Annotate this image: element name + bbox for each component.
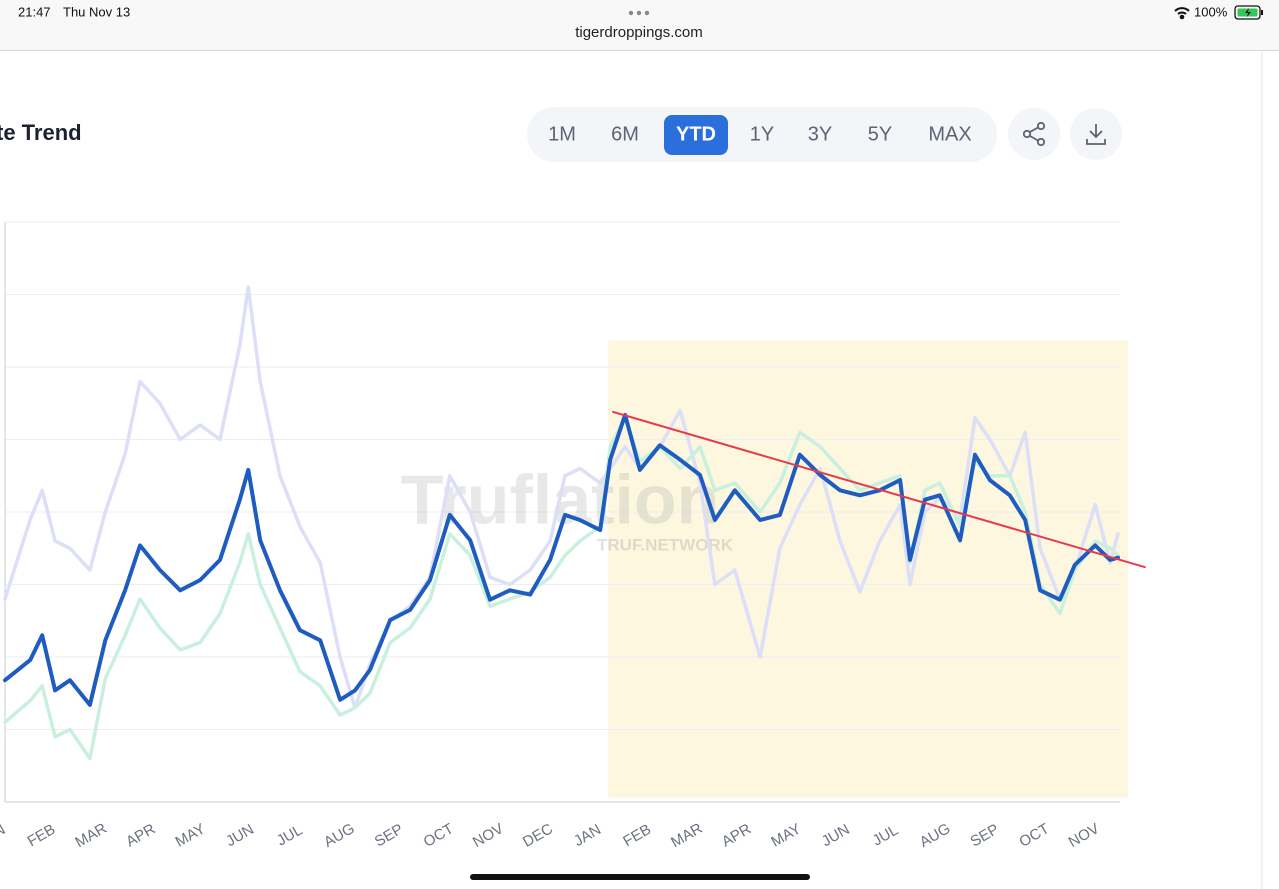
x-tick-label: NOV [470,820,507,851]
range-button[interactable]: 1Y [750,123,774,145]
range-selector [527,107,997,162]
x-tick-label: DEC [520,820,556,851]
share-icon [1022,121,1046,147]
watermark-site: TRUF.NETWORK [597,535,734,554]
series-line [3,416,1120,761]
x-tick-label: MAR [668,820,706,851]
range-button[interactable]: 6M [611,123,639,145]
home-indicator [470,874,810,880]
range-button[interactable]: 5Y [868,123,892,145]
x-tick-label: MAR [72,820,110,851]
range-button[interactable]: MAX [928,123,971,145]
x-tick-label: OCT [421,820,457,851]
date: Thu Nov 13 [63,4,130,19]
x-tick-label: JUL [274,822,306,850]
download-icon [1086,124,1106,145]
series-line [3,412,1120,707]
x-tick-label: NOV [1066,820,1103,851]
battery-level: 100% [1194,4,1228,19]
x-tick-label: FEB [620,821,654,850]
x-tick-label: FEB [25,821,59,850]
wifi-icon [1174,7,1190,20]
trend-line [612,410,1146,569]
url[interactable]: tigerdroppings.com [575,24,703,41]
battery-icon [1234,5,1263,20]
chart-title: te Trend [0,120,82,145]
range-button[interactable]: 3Y [808,123,832,145]
x-tick-label: MAY [768,820,804,850]
x-tick-label: JAN [0,821,8,850]
share-button[interactable] [1008,108,1060,160]
browser-bar [0,0,1279,50]
clock: 21:47 [18,4,51,19]
x-tick-label: APR [123,820,158,850]
x-tick-label: SEP [372,821,406,851]
x-tick-label: JUN [223,821,257,850]
range-button[interactable]: 1M [548,123,576,145]
x-tick-label: APR [719,820,754,850]
x-tick-label: AUG [321,820,358,851]
x-tick-label: JUN [819,821,853,850]
range-active[interactable] [664,115,728,155]
x-tick-label: OCT [1016,820,1052,851]
x-tick-label: AUG [917,820,954,851]
menu-dots[interactable] [628,10,650,16]
x-tick-label: JAN [571,821,604,850]
x-tick-label: MAY [173,820,209,850]
x-tick-label: SEP [967,821,1001,851]
range-button[interactable]: YTD [676,123,716,145]
x-tick-label: JUL [870,822,902,850]
